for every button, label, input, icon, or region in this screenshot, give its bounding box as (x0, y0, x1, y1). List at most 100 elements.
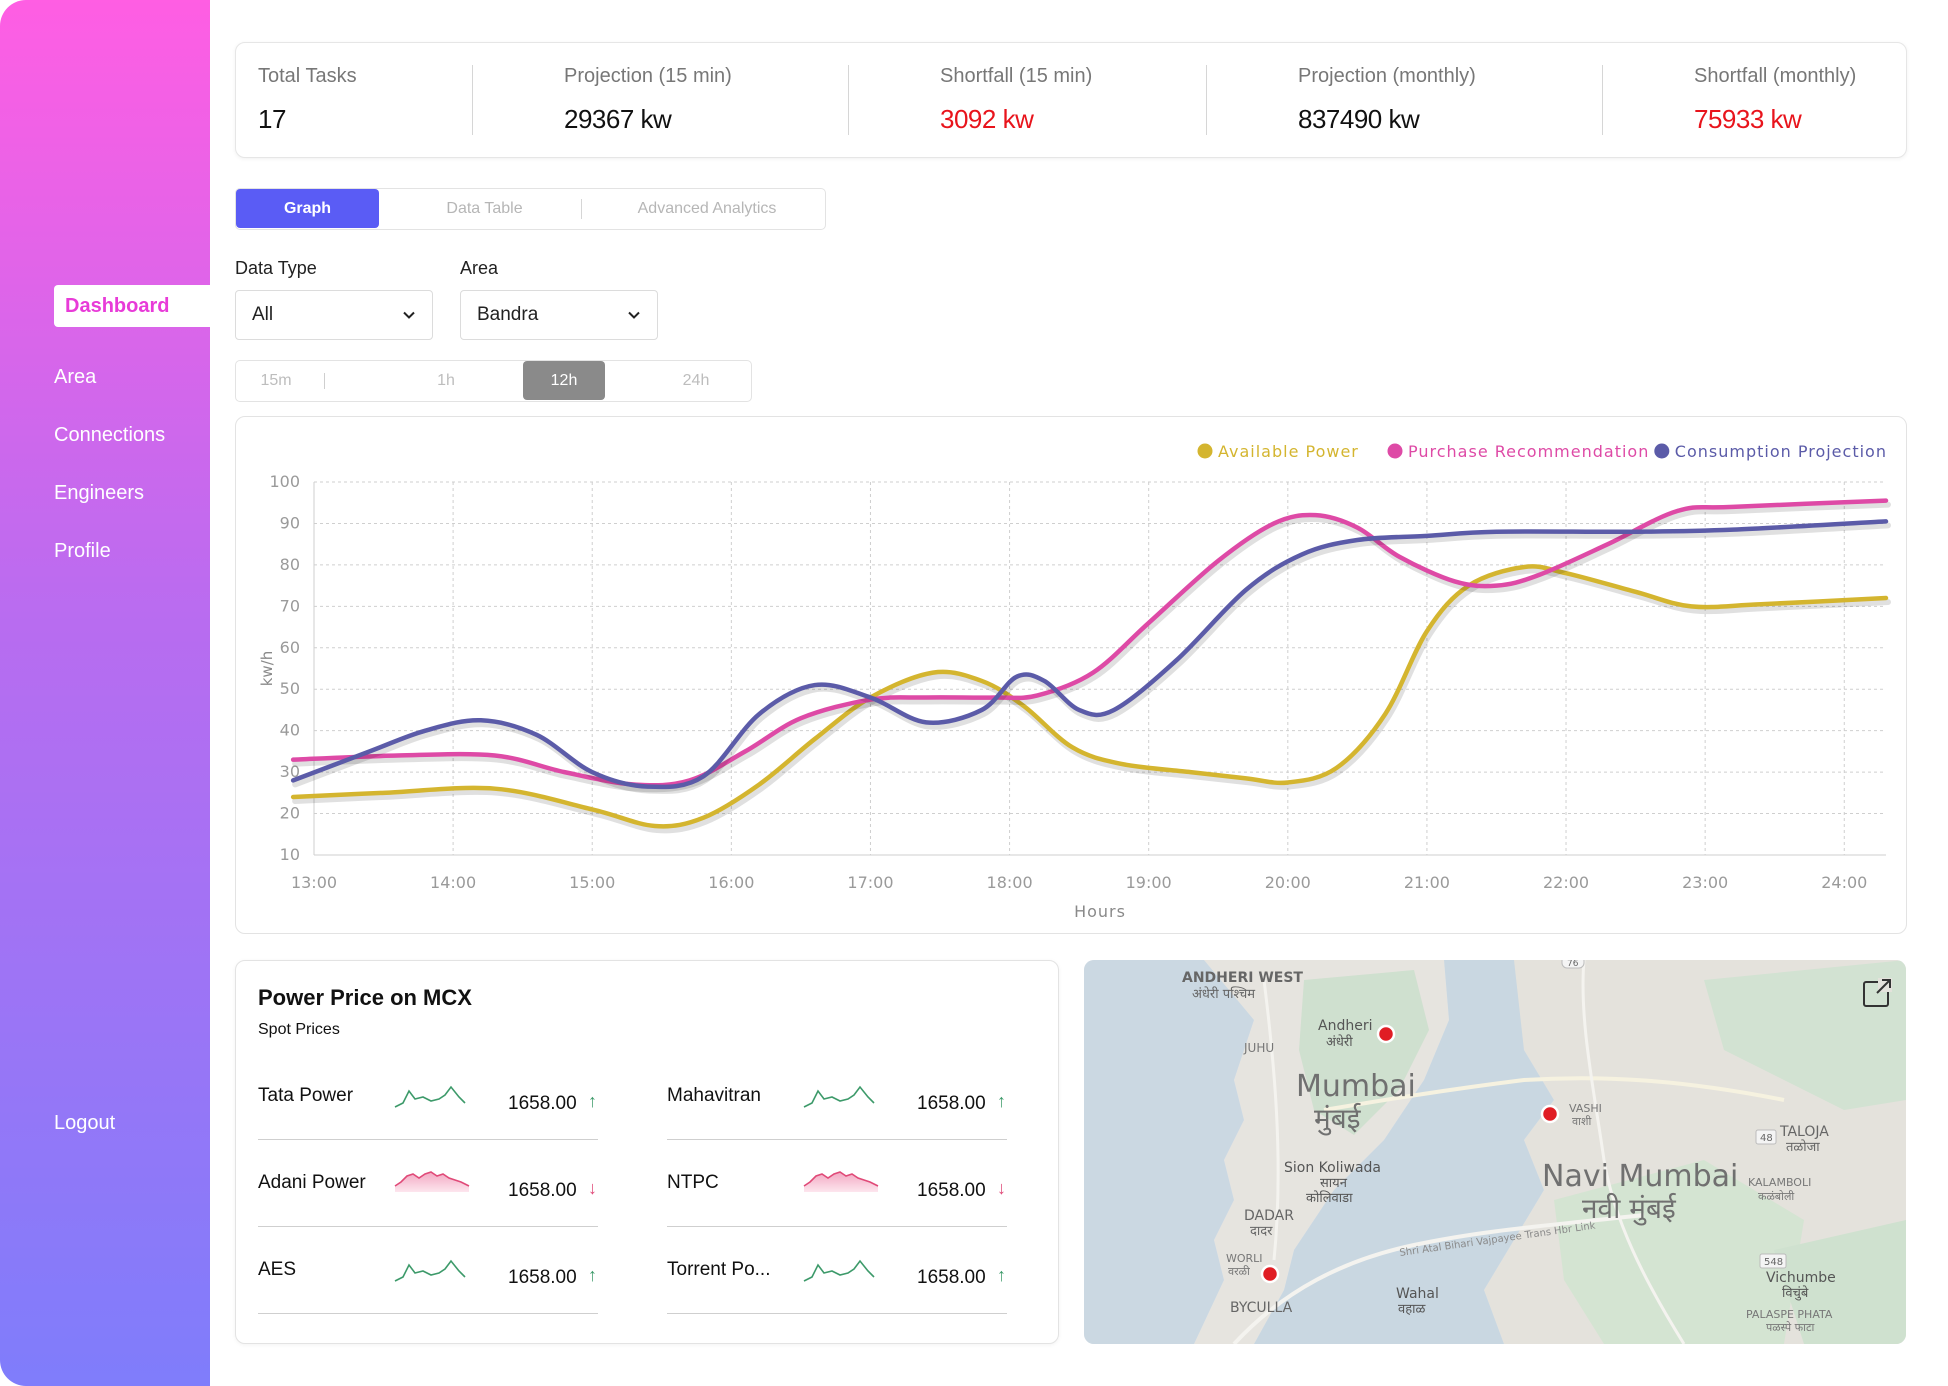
map-label: 548 (1764, 1257, 1783, 1268)
view-tabs: Graph Data Table Advanced Analytics (235, 188, 826, 230)
x-tick-label: 18:00 (987, 873, 1033, 892)
stat-total-tasks: Total Tasks 17 (258, 65, 357, 135)
data-type-value: All (252, 304, 274, 325)
stat-shortfall-15min: Shortfall (15 min) 3092 kw (940, 65, 1092, 135)
stock-row[interactable]: NTPC 1658.00 ↓ (667, 1171, 1007, 1252)
map-label: दादर (1250, 1224, 1273, 1239)
stat-projection-15min: Projection (15 min) 29367 kw (564, 65, 732, 135)
logout-button[interactable]: Logout (54, 1112, 116, 1134)
data-type-select[interactable]: All (235, 290, 433, 340)
stock-row[interactable]: Adani Power 1658.00 ↓ (258, 1171, 598, 1252)
arrow-up-icon: ↑ (588, 1091, 597, 1111)
sidebar-item-connections[interactable]: Connections (54, 424, 166, 446)
x-axis-label: Hours (1074, 902, 1126, 921)
map-road (1581, 960, 1686, 1344)
map-label: पळस्पे फाटा (1766, 1321, 1815, 1334)
area-map[interactable]: ANDHERI WEST अंधेरी पश्चिम Andheri अंधेर… (1084, 960, 1906, 1344)
y-tick-label: 70 (280, 596, 300, 615)
area-select[interactable]: Bandra (460, 290, 658, 340)
stat-value: 837490 kw (1298, 104, 1420, 134)
stock-name: Adani Power (258, 1172, 366, 1193)
legend-label: Purchase Recommendation (1408, 442, 1649, 461)
y-tick-label: 100 (269, 472, 300, 491)
chevron-down-icon (403, 311, 415, 319)
power-chart: 10 20 30 40 50 60 70 80 90 100 13:00 14:00 15:00 16:0… (258, 442, 1891, 921)
map-road-shield (1755, 1129, 1777, 1145)
stock-divider (258, 1313, 598, 1314)
map-label: कोलिवाडा (1306, 1190, 1353, 1206)
sidebar-item-profile[interactable]: Profile (54, 540, 111, 562)
stat-value: 17 (258, 104, 286, 134)
interval-15m[interactable]: 15m (260, 371, 292, 389)
map-label: अंधेरी पश्चिम (1192, 986, 1255, 1002)
interval-selector: 15m 1h 12h 24h (235, 360, 752, 402)
x-tick-label: 14:00 (430, 873, 476, 892)
stock-price: 1658.00 (917, 1180, 986, 1201)
y-axis-label: kw/h (258, 651, 276, 687)
map-road-shield (1561, 960, 1585, 969)
sparkline-up (394, 1085, 466, 1108)
stock-price: 1658.00 (917, 1267, 986, 1288)
map-label: Navi Mumbai (1542, 1159, 1738, 1194)
stock-row[interactable]: Mahavitran 1658.00 ↑ (667, 1085, 1007, 1165)
y-tick-label: 80 (280, 555, 300, 574)
tab-data-table[interactable]: Data Table (446, 199, 523, 217)
stock-price: 1658.00 (508, 1267, 577, 1288)
sidebar-item-engineers[interactable]: Engineers (54, 482, 145, 504)
map-label: वरळी (1228, 1265, 1250, 1278)
map-marker[interactable] (1376, 1024, 1396, 1044)
stock-price: 1658.00 (917, 1093, 986, 1114)
map-label: कळंबोली (1758, 1190, 1794, 1203)
stock-row[interactable]: Tata Power 1658.00 ↑ (258, 1085, 598, 1165)
map-water (1084, 960, 1254, 1344)
legend-marker (1197, 443, 1213, 459)
interval-1h[interactable]: 1h (437, 371, 455, 389)
tab-advanced-analytics[interactable]: Advanced Analytics (637, 199, 777, 217)
legend-label: Consumption Projection (1675, 442, 1887, 461)
sidebar-item-dashboard[interactable]: Dashboard (54, 285, 210, 327)
power-chart-card: 10 20 30 40 50 60 70 80 90 100 13:00 14:00 15:00 16:0… (235, 416, 1907, 934)
map-label: वाशी (1572, 1115, 1591, 1128)
stat-label: Projection (15 min) (564, 65, 732, 87)
map-road (1262, 979, 1280, 1261)
stock-name: NTPC (667, 1172, 719, 1193)
stock-row[interactable]: Torrent Po... 1658.00 ↑ (667, 1259, 1007, 1339)
map-marker[interactable] (1540, 1104, 1560, 1124)
stock-row[interactable]: AES 1658.00 ↑ (258, 1259, 598, 1339)
x-tick-label: 24:00 (1821, 873, 1867, 892)
y-tick-label: 50 (280, 679, 300, 698)
map-label: BYCULLA (1230, 1300, 1293, 1316)
map-label: Wahal (1396, 1286, 1439, 1302)
legend-marker (1387, 443, 1403, 459)
stock-divider (667, 1313, 1007, 1314)
stat-divider (1206, 65, 1207, 135)
tab-graph[interactable]: Graph (236, 189, 379, 228)
map-park (1774, 1220, 1906, 1344)
stat-value: 3092 kw (940, 104, 1034, 134)
arrow-up-icon: ↑ (997, 1265, 1006, 1285)
stat-shortfall-monthly: Shortfall (monthly) 75933 kw (1694, 65, 1856, 135)
series-shadow-purchase-recommendation (292, 501, 1891, 793)
arrow-down-icon: ↓ (997, 1178, 1006, 1198)
expand-icon[interactable] (1863, 978, 1892, 1007)
x-tick-label: 17:00 (847, 873, 893, 892)
y-tick-label: 10 (280, 845, 300, 864)
y-tick-label: 20 (280, 804, 300, 823)
map-label: JUHU (1243, 1041, 1274, 1055)
sidebar-item-area[interactable]: Area (54, 366, 97, 388)
stock-name: Torrent Po... (667, 1259, 771, 1280)
stat-label: Shortfall (monthly) (1694, 65, 1857, 87)
interval-12h[interactable]: 12h (523, 361, 605, 400)
power-price-card: Power Price on MCX Spot Prices Tata Powe… (235, 960, 1059, 1344)
map-road (1323, 1076, 1785, 1112)
sparkline-up (803, 1259, 875, 1282)
map-label: अंधेरी (1326, 1034, 1353, 1050)
stat-value: 75933 kw (1694, 104, 1802, 134)
map-marker[interactable] (1260, 1264, 1280, 1284)
stock-divider (667, 1139, 1007, 1140)
sparkline-up (803, 1085, 875, 1108)
sparkline-down (803, 1171, 879, 1192)
legend-marker (1654, 443, 1670, 459)
interval-24h[interactable]: 24h (682, 371, 710, 389)
stock-name: Tata Power (258, 1085, 354, 1106)
